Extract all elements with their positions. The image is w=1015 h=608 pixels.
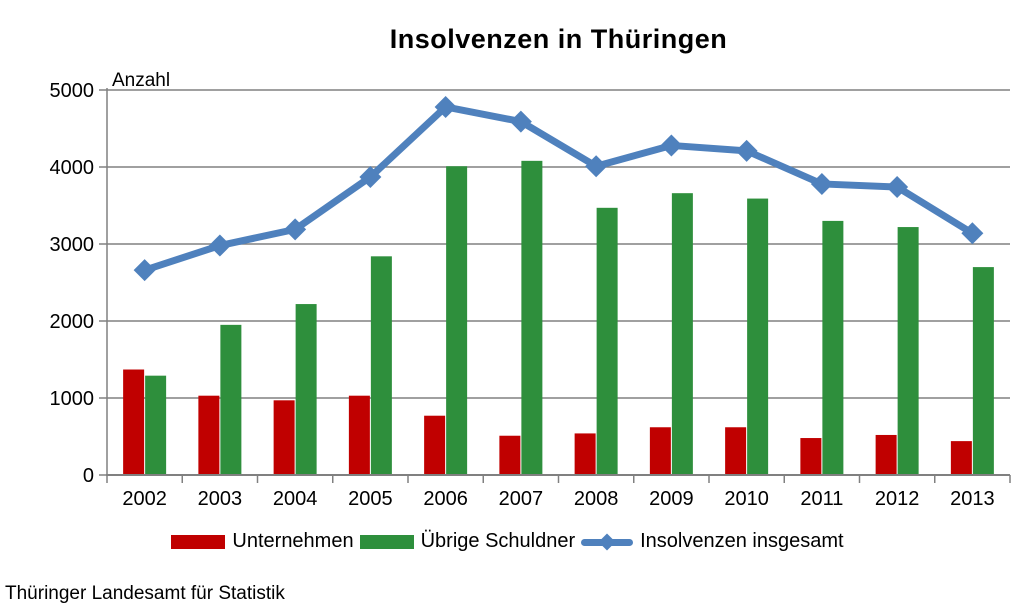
legend-item-uebrige-schuldner: Übrige Schuldner: [359, 530, 576, 553]
blue-line-swatch-icon: [581, 532, 634, 552]
diamond-marker-icon: [810, 172, 833, 195]
diamond-marker-icon: [208, 234, 231, 257]
bar-unternehmen: [499, 435, 521, 475]
y-axis-unit-label: Anzahl: [112, 70, 171, 91]
bar-unternehmen: [950, 441, 972, 475]
bar-uebrige-schuldner: [822, 220, 844, 475]
y-tick-label: 2000: [50, 311, 95, 333]
x-tick-label: 2009: [649, 488, 694, 510]
legend-label-unternehmen: Unternehmen: [232, 530, 354, 552]
bar-unternehmen: [424, 415, 446, 475]
bar-uebrige-schuldner: [897, 227, 919, 475]
y-tick-label: 3000: [50, 234, 95, 256]
bar-uebrige-schuldner: [671, 193, 693, 475]
red-bar-swatch-icon: [171, 534, 226, 549]
bar-uebrige-schuldner: [145, 375, 167, 475]
x-tick-label: 2010: [724, 488, 769, 510]
x-tick-label: 2006: [423, 488, 468, 510]
bar-uebrige-schuldner: [220, 324, 242, 475]
chart-legend: Unternehmen Übrige Schuldner Insolvenzen…: [0, 530, 1015, 553]
x-tick-label: 2004: [273, 488, 318, 510]
chart-title: Insolvenzen in Thüringen: [389, 24, 728, 54]
x-tick-label: 2012: [875, 488, 920, 510]
bar-unternehmen: [123, 369, 145, 475]
bar-uebrige-schuldner: [370, 256, 392, 475]
legend-item-insolvenzen-insgesamt: Insolvenzen insgesamt: [581, 530, 844, 553]
bar-uebrige-schuldner: [747, 198, 769, 475]
bar-uebrige-schuldner: [972, 267, 994, 475]
diamond-marker-icon: [585, 155, 608, 178]
bar-unternehmen: [875, 434, 897, 475]
bar-unternehmen: [725, 427, 747, 475]
bar-unternehmen: [348, 395, 370, 475]
y-tick-label: 1000: [50, 388, 95, 410]
x-tick-label: 2003: [198, 488, 243, 510]
diamond-marker-icon: [886, 176, 909, 199]
bar-unternehmen: [574, 433, 596, 475]
y-tick-label: 5000: [50, 80, 95, 102]
x-tick-label: 2002: [122, 488, 167, 510]
source-attribution: Thüringer Landesamt für Statistik: [5, 583, 285, 604]
bar-uebrige-schuldner: [596, 207, 618, 475]
bar-uebrige-schuldner: [521, 160, 543, 475]
bar-unternehmen: [198, 395, 220, 475]
x-tick-label: 2008: [574, 488, 619, 510]
total-line: [141, 103, 976, 274]
x-tick-label: 2011: [800, 488, 843, 510]
diamond-marker-icon: [660, 134, 683, 157]
bar-unternehmen: [649, 427, 671, 475]
diamond-marker-icon: [961, 222, 984, 245]
x-tick-label: 2013: [950, 488, 995, 510]
x-tick-label: 2005: [348, 488, 393, 510]
diamond-marker-icon: [359, 166, 382, 189]
legend-label-uebrige-schuldner: Übrige Schuldner: [420, 530, 576, 552]
bar-uebrige-schuldner: [446, 166, 468, 476]
x-tick-label: 2007: [499, 488, 544, 510]
green-bar-swatch-icon: [359, 534, 414, 549]
insolvency-chart: 0 1000 2000 3000 4000 5000 2002 2003 2004 2005 200…: [50, 80, 1011, 510]
diamond-marker-icon: [735, 139, 758, 162]
bar-unternehmen: [800, 438, 822, 475]
y-tick-label: 0: [83, 465, 94, 487]
bar-unternehmen: [273, 400, 295, 475]
diamond-marker-icon: [509, 110, 532, 133]
bar-uebrige-schuldner: [295, 304, 317, 475]
diamond-marker-icon: [133, 259, 156, 282]
legend-item-unternehmen: Unternehmen: [171, 530, 354, 553]
diamond-marker-icon: [284, 218, 307, 241]
diamond-marker-icon: [434, 95, 457, 118]
y-tick-label: 4000: [50, 157, 95, 179]
legend-label-insolvenzen-insgesamt: Insolvenzen insgesamt: [640, 530, 844, 552]
